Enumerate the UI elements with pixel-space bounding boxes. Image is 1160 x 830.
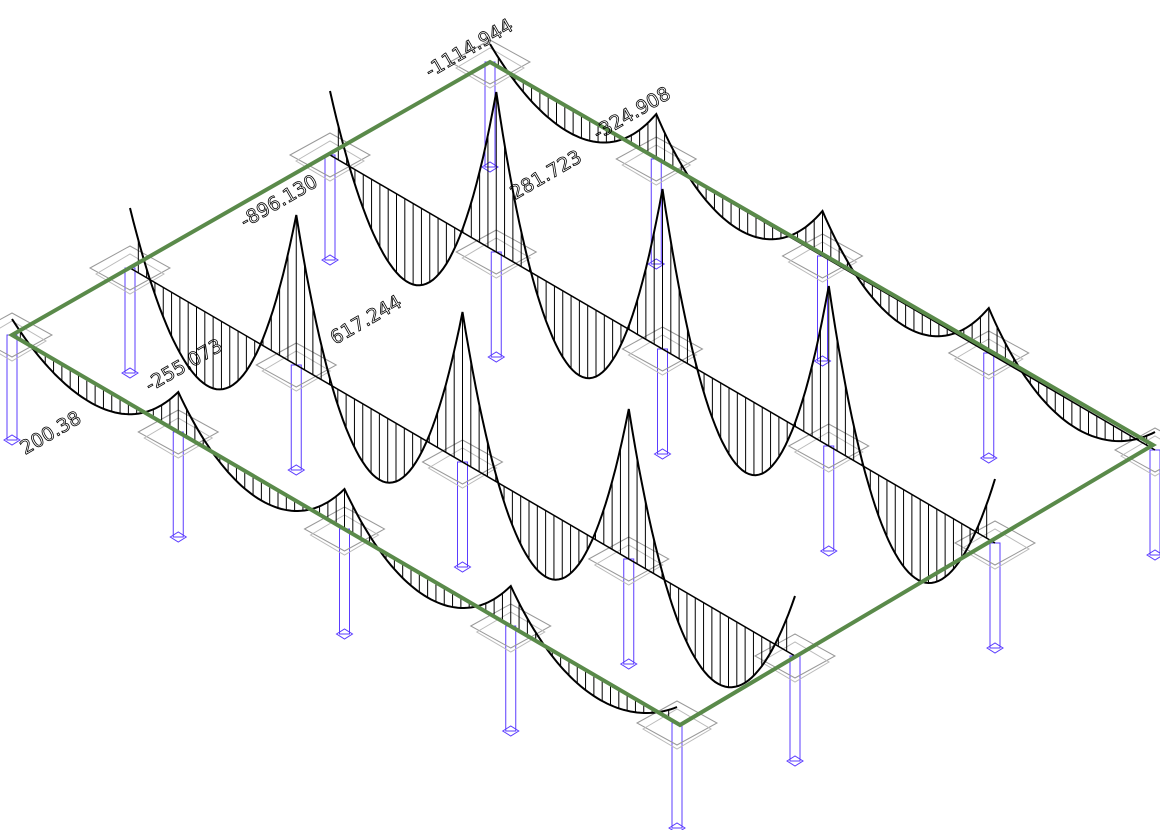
value-labels: -1114.944-324.908281.723-896.130617.244-…	[16, 14, 675, 460]
footing	[88, 245, 172, 291]
column	[817, 255, 828, 362]
column-base	[668, 822, 686, 830]
moment-curve	[329, 90, 996, 585]
footing	[1113, 427, 1160, 473]
footing	[421, 439, 504, 485]
footing	[255, 342, 338, 388]
footing	[469, 603, 552, 649]
slab-edge	[8, 59, 1157, 728]
column	[789, 655, 801, 762]
footing	[303, 506, 386, 552]
value-label: 617.244	[327, 291, 406, 349]
column	[823, 445, 835, 552]
column	[124, 267, 136, 374]
column	[6, 334, 18, 441]
column-base	[287, 464, 306, 476]
column-base	[986, 642, 1004, 654]
column	[324, 154, 336, 261]
value-label: -255.073	[142, 335, 227, 397]
moment-curve	[489, 43, 1156, 443]
column	[983, 352, 995, 459]
column-base	[813, 355, 832, 367]
column-base	[786, 755, 804, 767]
column-base	[1146, 549, 1160, 561]
column-base	[169, 531, 188, 543]
value-label: 281.723	[507, 146, 586, 204]
footing	[448, 39, 532, 85]
footing-inner	[95, 253, 165, 295]
footing	[787, 423, 870, 469]
value-label: 200.38	[17, 407, 86, 459]
column-base	[335, 628, 354, 640]
footing-inner	[960, 528, 1030, 570]
moment-curve	[129, 207, 796, 689]
footing	[137, 409, 220, 455]
footing-inner	[760, 641, 830, 683]
column-base	[481, 161, 499, 173]
column	[290, 364, 302, 471]
column	[989, 542, 1001, 649]
footing-inner	[455, 47, 525, 89]
column	[1149, 449, 1160, 556]
column	[505, 625, 517, 732]
footing	[455, 229, 538, 275]
footing	[615, 136, 698, 182]
moment-curve	[11, 318, 678, 714]
column	[457, 461, 468, 568]
column-base	[121, 367, 139, 379]
column	[657, 348, 668, 455]
column-base	[453, 561, 472, 573]
columns	[3, 61, 1160, 830]
column-base	[819, 545, 838, 557]
column-base	[979, 452, 998, 464]
column	[650, 158, 662, 265]
column-base	[321, 254, 339, 266]
footing-inner	[295, 140, 365, 182]
column	[339, 528, 350, 635]
column	[484, 61, 496, 168]
column	[623, 558, 635, 665]
footing	[288, 132, 372, 178]
footing	[621, 326, 704, 372]
column-base	[3, 434, 21, 446]
footing	[753, 633, 837, 679]
footing-inner	[0, 320, 47, 362]
column-base	[647, 258, 666, 270]
footing	[587, 536, 670, 582]
column-base	[619, 658, 638, 670]
column-base	[487, 351, 506, 363]
footings	[0, 39, 1160, 750]
footing	[953, 520, 1037, 566]
column-base	[653, 448, 672, 460]
column	[671, 722, 683, 829]
footing	[0, 312, 54, 358]
column-base	[501, 725, 520, 737]
column	[490, 251, 502, 358]
footing	[635, 700, 719, 746]
column	[172, 431, 184, 538]
footing	[947, 330, 1030, 376]
footing	[781, 233, 864, 279]
